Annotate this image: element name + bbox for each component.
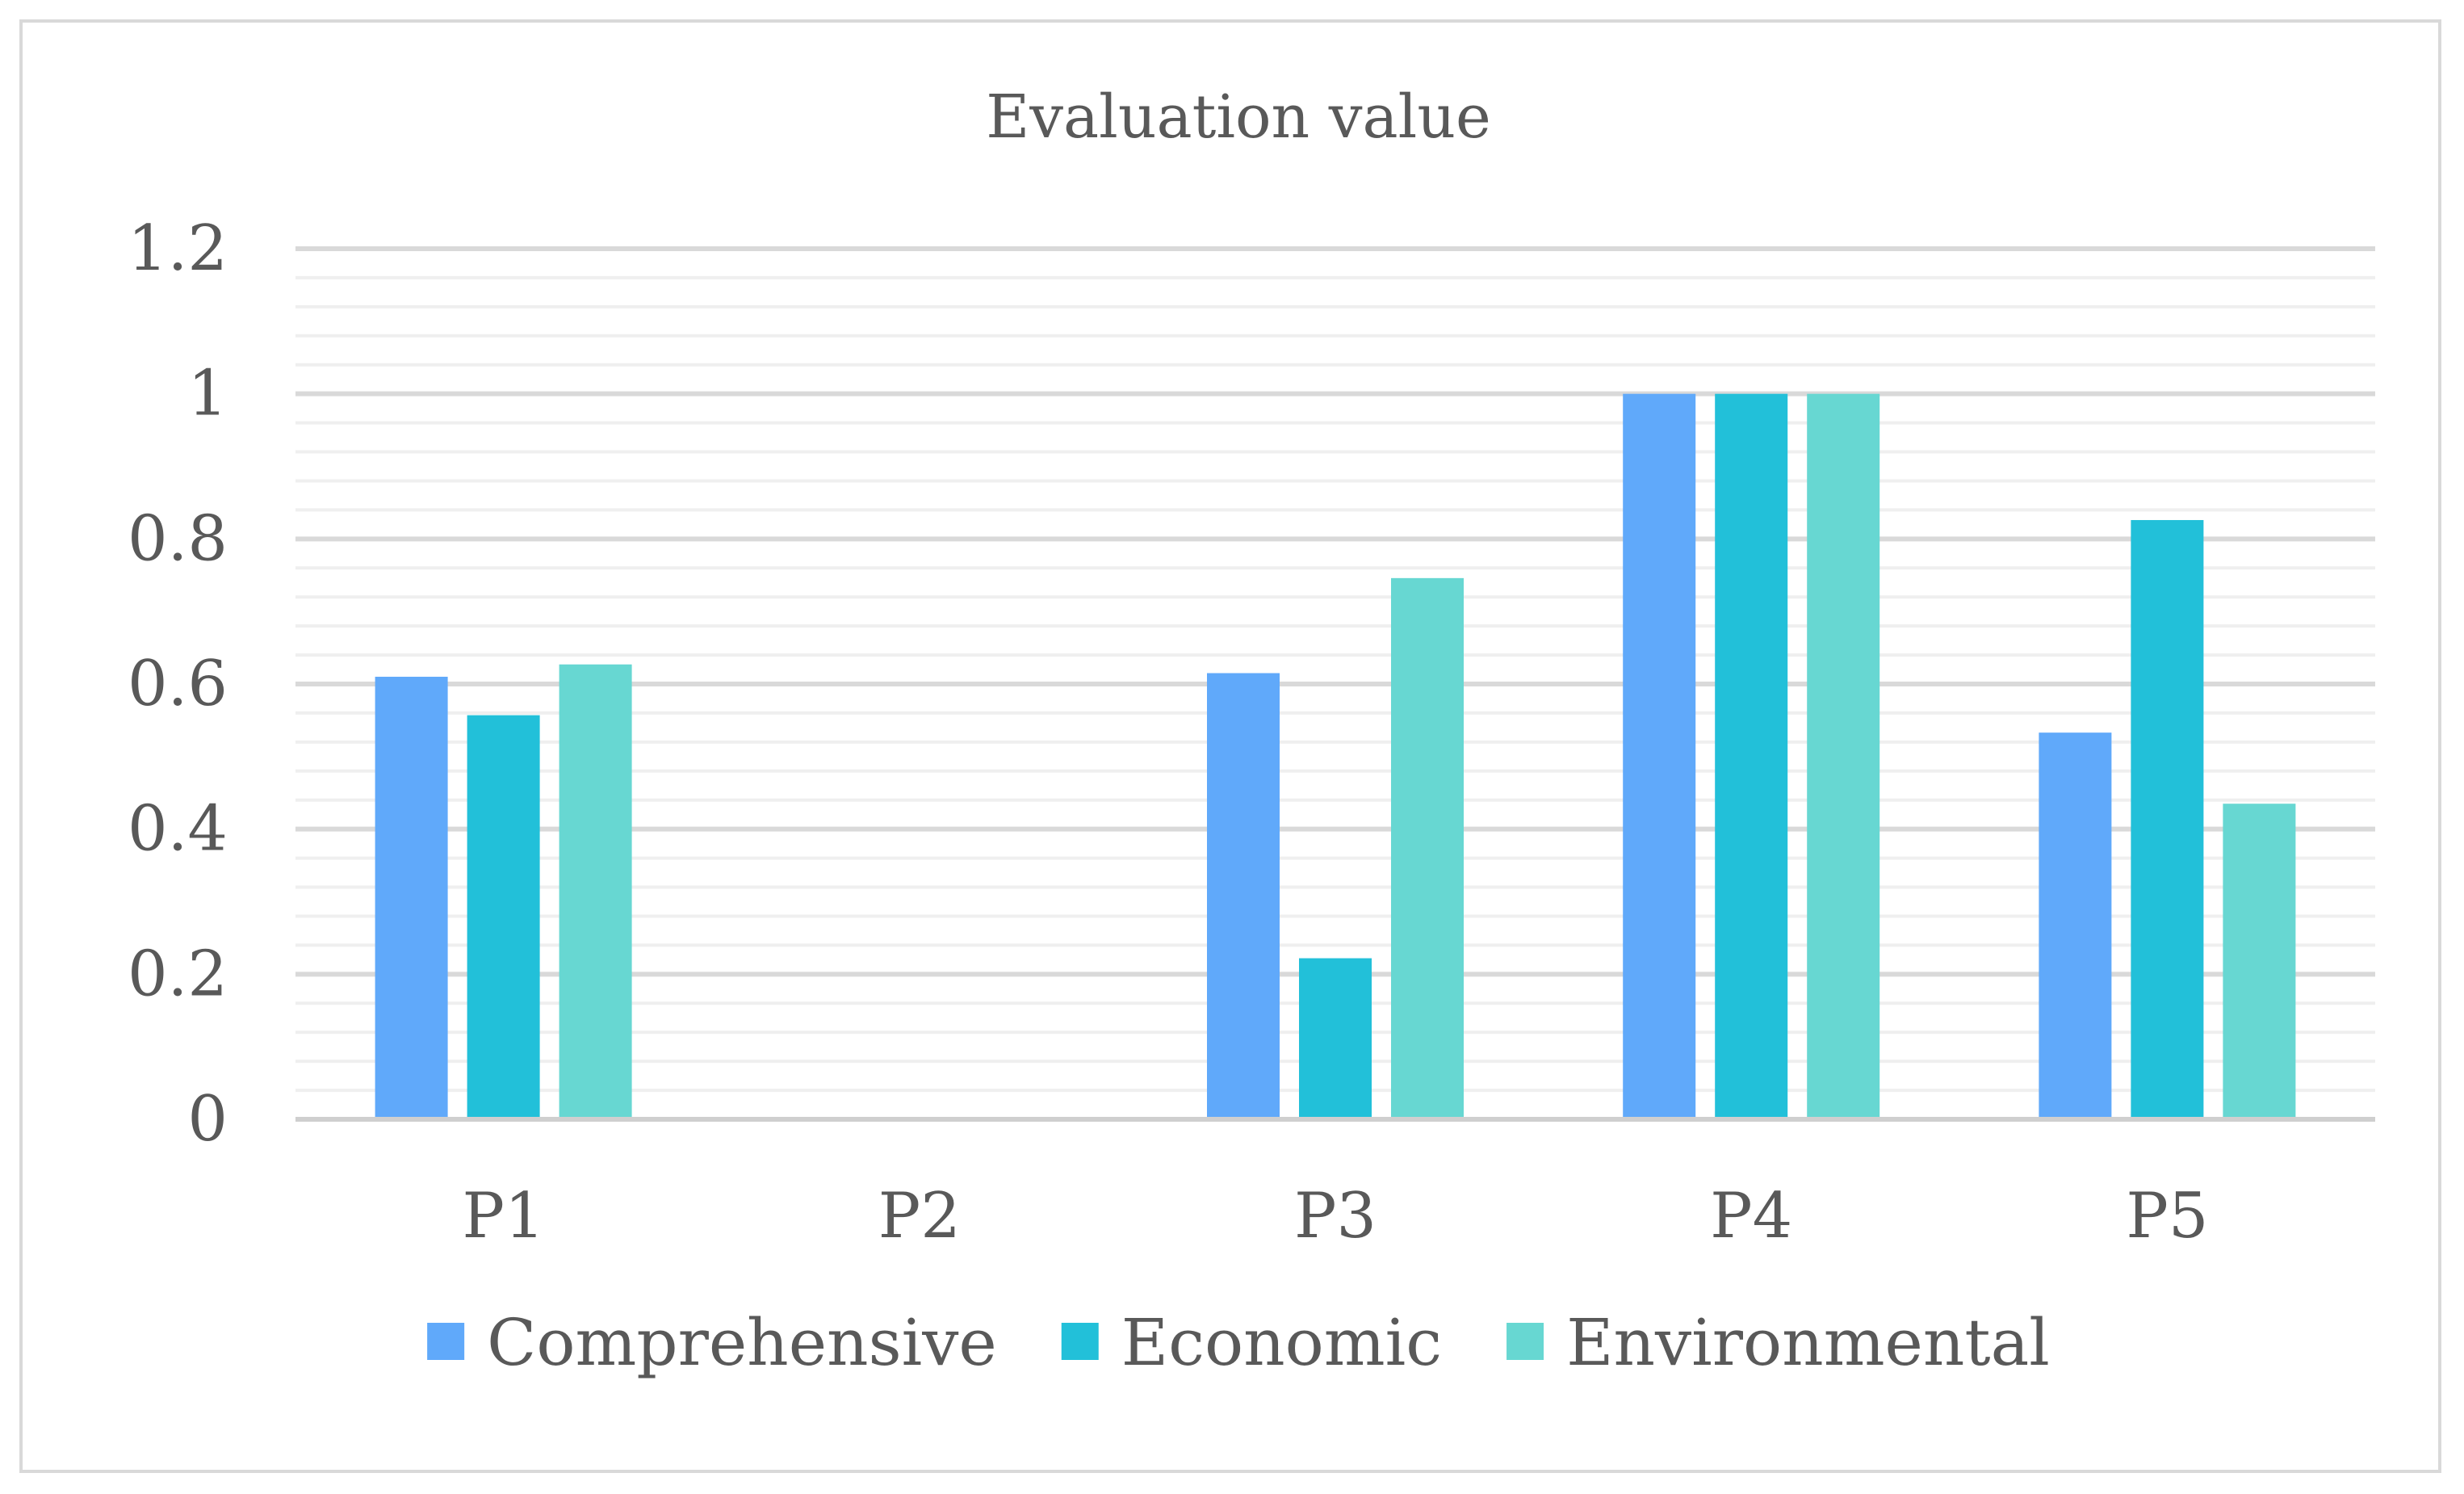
- bar-p5-comprehensive: [2039, 732, 2112, 1119]
- x-tick-label: P2: [878, 1180, 961, 1253]
- bar-p4-environmental: [1807, 393, 1880, 1120]
- x-tick-label: P1: [463, 1180, 545, 1253]
- y-tick-label: 0.2: [128, 938, 228, 1010]
- legend-label-comprehensive: Comprehensive: [487, 1305, 997, 1380]
- bar-p1-environmental: [559, 664, 632, 1119]
- legend-label-economic: Economic: [1121, 1305, 1442, 1380]
- y-tick-label: 1.2: [128, 212, 228, 285]
- x-tick-label: P5: [2126, 1180, 2208, 1253]
- bar-p3-economic: [1299, 958, 1372, 1119]
- legend-swatch-environmental: [1506, 1323, 1544, 1360]
- y-tick-label: 0.4: [128, 793, 228, 866]
- legend-swatch-comprehensive: [427, 1323, 465, 1360]
- y-tick-label: 0.6: [128, 648, 228, 720]
- bar-p1-comprehensive: [375, 677, 448, 1119]
- legend: Comprehensive Economic Environmental: [427, 1305, 2050, 1380]
- bar-p5-economic: [2131, 519, 2204, 1119]
- bar-p4-economic: [1715, 393, 1788, 1120]
- axis-layer: 0 0.2 0.4 0.6 0.8 1 1.2 P1 P2 P3 P4 P5: [128, 212, 2375, 1253]
- y-tick-label: 0: [187, 1083, 228, 1156]
- legend-label-environmental: Environmental: [1566, 1305, 2050, 1380]
- x-tick-label: P4: [1710, 1180, 1792, 1253]
- bars-layer: [375, 393, 2296, 1120]
- y-tick-label: 1: [187, 358, 228, 430]
- legend-swatch-economic: [1061, 1323, 1099, 1360]
- bar-p3-comprehensive: [1207, 673, 1280, 1119]
- bar-p3-environmental: [1391, 577, 1464, 1119]
- x-tick-label: P3: [1294, 1180, 1377, 1253]
- bar-p1-economic: [467, 715, 540, 1119]
- chart-title: Evaluation value: [986, 82, 1491, 152]
- y-tick-label: 0.8: [128, 502, 228, 575]
- bar-p5-environmental: [2223, 804, 2296, 1119]
- bar-p4-comprehensive: [1623, 393, 1696, 1120]
